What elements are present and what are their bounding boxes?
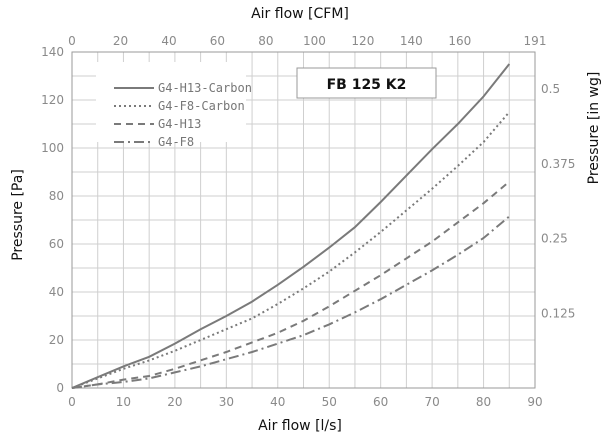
x-axis-title: Air flow [l/s]	[258, 418, 342, 434]
y-tick-label: 40	[49, 285, 64, 299]
x-tick-label: 30	[219, 395, 234, 409]
legend-label: G4-F8-Carbon	[158, 99, 245, 113]
legend-label: G4-H13-Carbon	[158, 81, 252, 95]
x-tick-label: 20	[167, 395, 182, 409]
top-tick-label: 140	[400, 34, 423, 48]
x-tick-label: 10	[116, 395, 131, 409]
top-tick-label: 160	[448, 34, 471, 48]
top-tick-label: 20	[113, 34, 128, 48]
legend-label: G4-F8	[158, 135, 194, 149]
series-line-g4-f8	[71, 215, 510, 389]
series-line-g4-h13	[71, 180, 510, 389]
legend-label: G4-H13	[158, 117, 201, 131]
y-axis-title: Pressure [Pa]	[10, 169, 26, 261]
legend: G4-H13-Carbon G4-F8-Carbon G4-H13 G4-F8	[96, 62, 252, 149]
x-tick-label: 50	[322, 395, 337, 409]
model-label: FB 125 K2	[327, 77, 407, 93]
right-tick-label: 0.25	[541, 232, 568, 246]
y-tick-label: 20	[49, 333, 64, 347]
x-tick-label: 0	[68, 395, 76, 409]
top-tick-label: 40	[161, 34, 176, 48]
top-axis-title: Air flow [CFM]	[251, 6, 349, 22]
right-tick-label: 0.125	[541, 306, 575, 320]
x-tick-label: 90	[527, 395, 542, 409]
plot-frame	[71, 51, 536, 389]
y-tick-label: 140	[41, 45, 64, 59]
top-tick-label: 60	[210, 34, 225, 48]
top-tick-label: 100	[303, 34, 326, 48]
y-tick-label: 0	[56, 381, 64, 395]
right-tick-label: 0.5	[541, 82, 560, 96]
x-tick-label: 70	[424, 395, 439, 409]
right-tick-label: 0.375	[541, 157, 575, 171]
y-tick-label: 80	[49, 189, 64, 203]
x-tick-label: 60	[373, 395, 388, 409]
ticks-layer: 0 10 20 30 40 50 60 70 80 90 0 20 40 60 80 100 120 140 0 20…	[41, 34, 575, 409]
series-layer	[71, 63, 511, 389]
top-tick-label: 0	[68, 34, 76, 48]
series-line-g4-h13-carbon	[71, 63, 511, 389]
legend-background	[96, 62, 246, 142]
y-tick-label: 60	[49, 237, 64, 251]
series-line-g4-f8-carbon	[71, 111, 511, 389]
x-tick-label: 40	[270, 395, 285, 409]
y-tick-label: 120	[41, 93, 64, 107]
model-label-box	[296, 67, 437, 99]
top-tick-label: 80	[258, 34, 273, 48]
top-tick-label: 120	[351, 34, 374, 48]
y-tick-label: 100	[41, 141, 64, 155]
x-tick-label: 80	[476, 395, 491, 409]
top-tick-label: 191	[524, 34, 547, 48]
right-axis-title: Pressure [in wg]	[586, 72, 602, 185]
